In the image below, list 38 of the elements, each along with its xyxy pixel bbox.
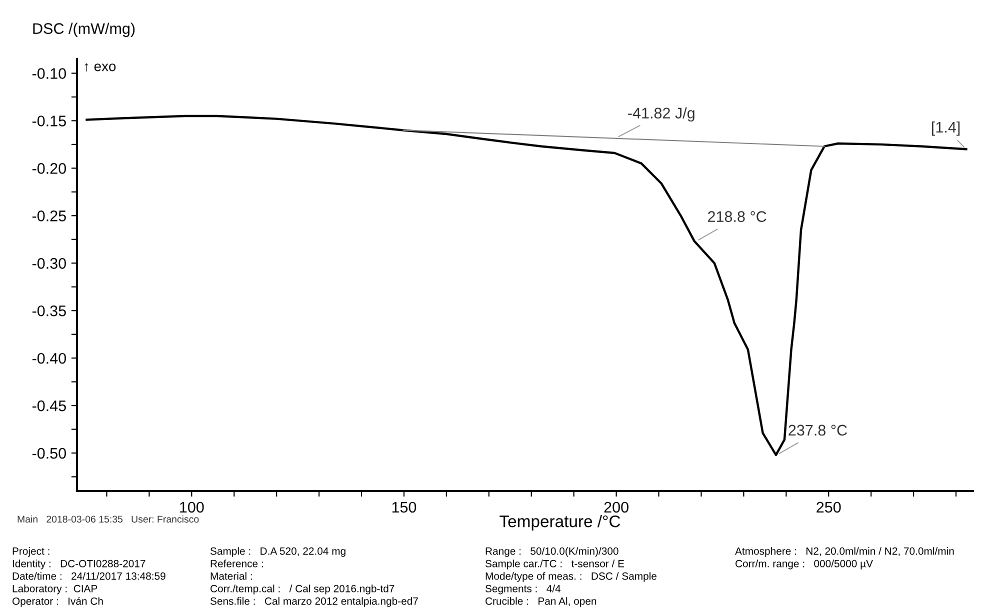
y-tick-label: -0.20 xyxy=(32,163,66,174)
x-tick-label: 200 xyxy=(604,502,628,513)
text: Material : xyxy=(210,572,252,580)
y-axis-title: DSC /(mW/mg) xyxy=(33,22,135,37)
y-tick-label: -0.50 xyxy=(32,448,66,459)
text: Segments : 4/4 xyxy=(485,584,561,594)
y-tick-label: -0.40 xyxy=(32,352,66,364)
text: Laboratory : CIAP xyxy=(12,584,98,594)
y-tick-label: -0.30 xyxy=(32,258,66,269)
text: Identity : DC-OTI0288-2017 xyxy=(12,560,146,570)
text: Corr./temp.cal : / Cal sep 2016.ngb-td7 xyxy=(210,584,394,594)
y-tick-label: -0.45 xyxy=(32,400,66,412)
text: Sens.file : Cal marzo 2012 entalpia.ngb-ed7 xyxy=(210,597,418,607)
annotation: ↑ exo xyxy=(84,63,116,72)
annotation: [1.4] xyxy=(932,121,960,136)
text: Corr/m. range : 000/5000 µV xyxy=(736,560,873,570)
x-axis-title: Temperature /°C xyxy=(500,515,620,531)
x-tick-label: 100 xyxy=(180,502,204,513)
y-tick-label: -0.25 xyxy=(32,210,66,222)
text: Atmosphere : N2, 20.0ml/min / N2, 70.0ml/min xyxy=(735,547,954,557)
text: Project : xyxy=(12,547,50,557)
x-tick-label: 250 xyxy=(816,502,841,513)
text: Main 2018-03-06 15:35 User: Francisco xyxy=(18,515,199,523)
text: Operator : Iván Ch xyxy=(12,597,103,607)
text: Sample : D.A 520, 22.04 mg xyxy=(210,547,346,557)
annotation: 218.8 °C xyxy=(708,211,766,222)
y-tick-label: -0.10 xyxy=(32,68,66,79)
text: Reference : xyxy=(210,560,263,568)
text: Crucible : Pan Al, open xyxy=(486,597,596,607)
annotation: 237.8 °C xyxy=(788,424,847,436)
text: Sample car./TC : t-sensor / E xyxy=(485,560,624,570)
annotation: -41.82 J/g xyxy=(628,107,694,122)
y-tick-label: -0.15 xyxy=(32,116,66,126)
text: Mode/type of meas. : DSC / Sample xyxy=(486,572,656,582)
text: Range : 50/10.0(K/min)/300 xyxy=(486,547,618,557)
y-tick-label: -0.35 xyxy=(32,305,66,316)
text: Date/time : 24/11/2017 13:48:59 xyxy=(12,572,166,580)
x-tick-label: 150 xyxy=(392,502,416,513)
